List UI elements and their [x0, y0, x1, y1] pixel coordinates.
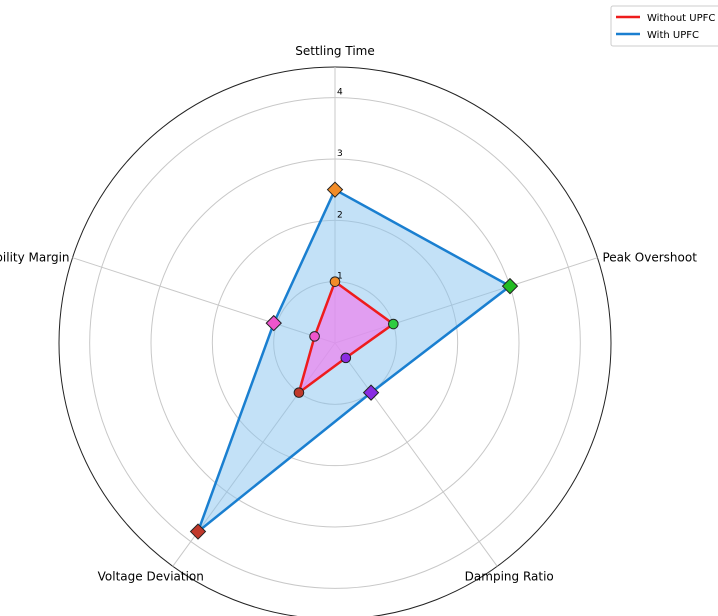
legend-label-with-upfc: With UPFC — [647, 30, 699, 41]
axis-label-0: Settling Time — [295, 44, 374, 58]
r-tick-label: 4 — [337, 88, 343, 98]
marker-with-upfc-3 — [189, 523, 207, 540]
series-area — [196, 188, 512, 533]
series-line-1 — [196, 188, 512, 533]
labels: 1 2 3 4 Settling Time Peak Overshoot Damping R… — [0, 44, 697, 583]
marker-without-upfc-0 — [329, 276, 341, 287]
r-tick-label: 1 — [337, 272, 343, 282]
marker-with-upfc-4 — [265, 314, 282, 332]
axis-label-3: Voltage Deviation — [98, 569, 204, 583]
r-tick-label: 3 — [337, 149, 343, 159]
marker-without-upfc-3 — [293, 387, 305, 398]
axis-label-2: Damping Ratio — [465, 569, 554, 583]
marker-without-upfc-4 — [309, 331, 320, 342]
series-line-0 — [297, 280, 395, 394]
legend: Without UPFC With UPFC — [610, 5, 718, 47]
marker-without-upfc-1 — [388, 318, 399, 330]
r-tick-label: 2 — [337, 210, 343, 220]
marker-with-upfc-1 — [501, 277, 519, 295]
marker-with-upfc-2 — [362, 384, 380, 401]
legend-label-without-upfc: Without UPFC — [647, 13, 715, 24]
marker-with-upfc-0 — [326, 181, 344, 198]
series-fill-0 — [298, 281, 394, 393]
series-fill-1 — [198, 189, 510, 532]
marker-without-upfc-2 — [340, 352, 352, 364]
data-markers — [189, 181, 519, 540]
axis-label-4: Stability Margin — [0, 251, 70, 265]
axis-label-1: Peak Overshoot — [602, 251, 697, 265]
